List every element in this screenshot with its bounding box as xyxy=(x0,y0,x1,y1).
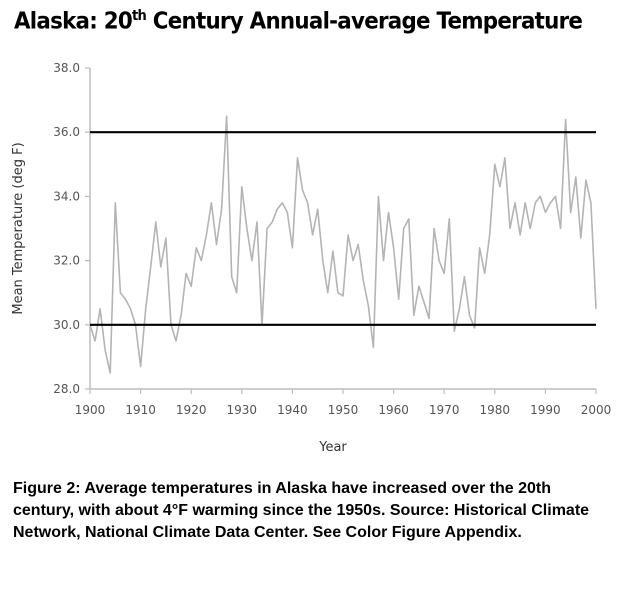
chart-title: Alaska: 20th Century Annual-average Temp… xyxy=(14,8,583,35)
chart-title-prefix: Alaska: 20 xyxy=(14,8,133,35)
x-axis-title: Year xyxy=(318,440,347,455)
chart-title-suffix: Century Annual-average Temperature xyxy=(146,8,583,35)
y-tick-label: 34.0 xyxy=(53,189,80,203)
y-tick-label: 28.0 xyxy=(53,382,80,396)
y-tick-label: 38.0 xyxy=(53,61,80,75)
x-tick-labels: 1900 1910 1920 1930 1940 1950 1960 1970 1980 1990… xyxy=(75,403,612,417)
x-tick-label: 1940 xyxy=(277,403,308,417)
x-tick-label: 1910 xyxy=(125,403,156,417)
temperature-chart: 1900 1910 1920 1930 1940 1950 1960 1970 1980 1990… xyxy=(11,61,612,455)
x-tick-label: 1990 xyxy=(530,403,561,417)
x-tick-label: 1930 xyxy=(227,403,258,417)
y-tick-label: 36.0 xyxy=(53,125,80,139)
temperature-series-line xyxy=(89,115,597,374)
chart-title-superscript: th xyxy=(132,8,147,24)
y-tick-label: 32.0 xyxy=(53,254,80,268)
x-tick-label: 1960 xyxy=(378,403,409,417)
y-tick-label: 30.0 xyxy=(53,318,80,332)
x-tick-label: 1900 xyxy=(75,403,106,417)
plot-area xyxy=(85,67,597,394)
x-tick-label: 1970 xyxy=(429,403,460,417)
figure-caption: Figure 2: Average temperatures in Alaska… xyxy=(13,480,590,541)
x-tick-label: 1920 xyxy=(176,403,207,417)
y-tick-labels: 28.0 30.0 32.0 34.0 36.0 38.0 xyxy=(53,61,80,396)
x-tick-label: 1950 xyxy=(328,403,359,417)
x-tick-label: 2000 xyxy=(581,403,612,417)
y-axis-title: Mean Temperature (deg F) xyxy=(11,142,26,314)
x-tick-label: 1980 xyxy=(480,403,511,417)
